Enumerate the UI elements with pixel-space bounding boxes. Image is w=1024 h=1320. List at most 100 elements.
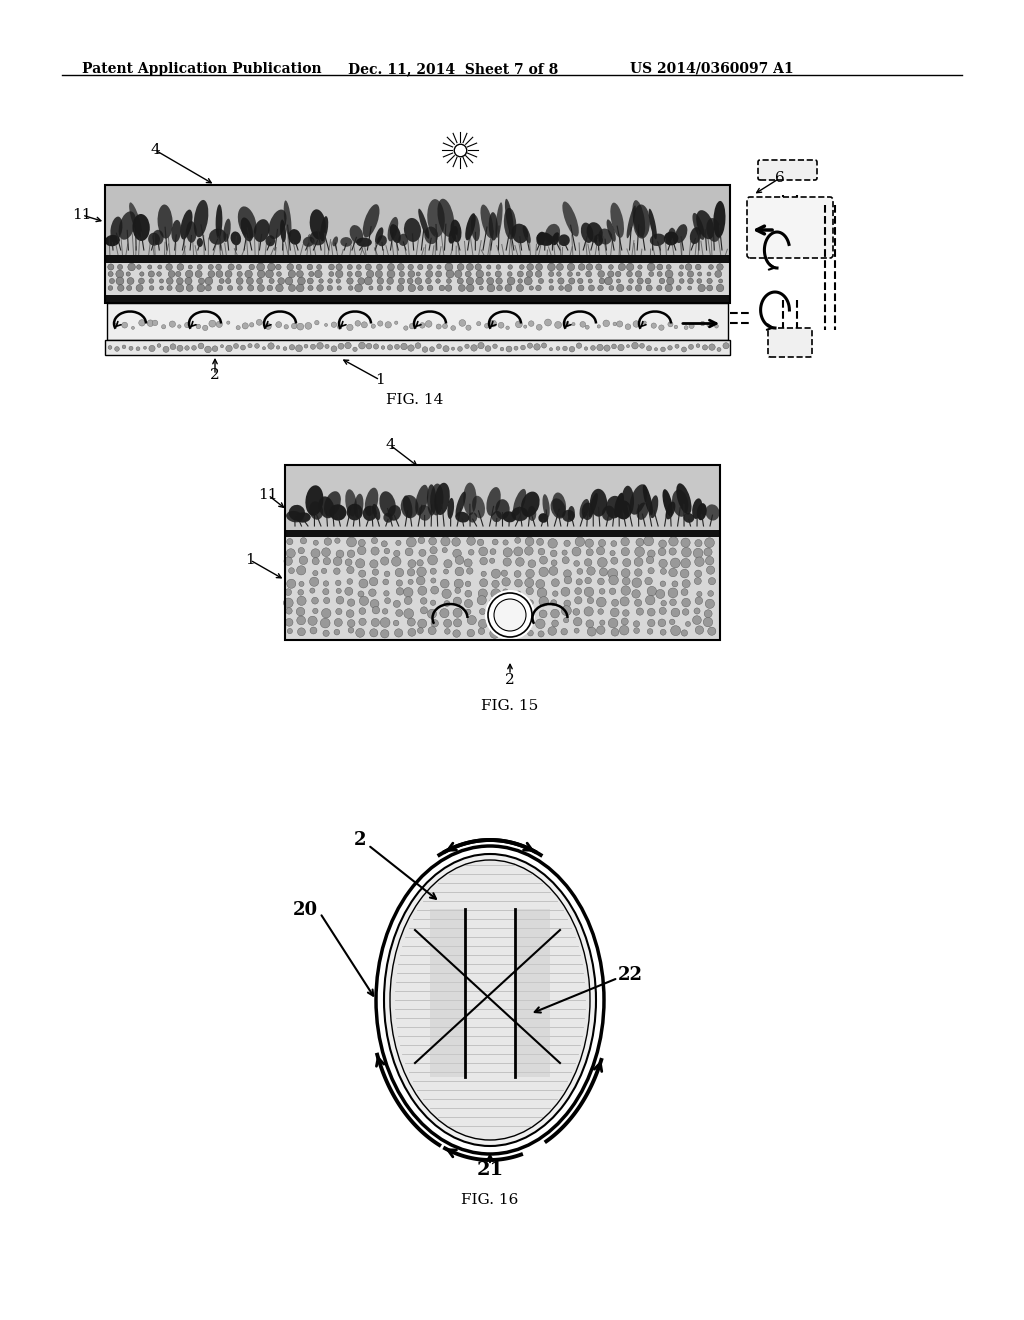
Circle shape <box>616 321 623 327</box>
Circle shape <box>138 319 145 326</box>
Circle shape <box>478 589 487 598</box>
Circle shape <box>671 558 680 568</box>
Circle shape <box>517 271 523 277</box>
Circle shape <box>347 619 355 627</box>
Ellipse shape <box>209 228 226 244</box>
Circle shape <box>297 616 305 624</box>
Circle shape <box>153 321 158 326</box>
Circle shape <box>408 560 416 568</box>
Circle shape <box>467 284 474 292</box>
Circle shape <box>446 271 454 279</box>
Circle shape <box>551 599 557 606</box>
Ellipse shape <box>706 504 720 520</box>
Circle shape <box>220 345 223 347</box>
Circle shape <box>324 557 331 565</box>
Circle shape <box>502 578 510 586</box>
Ellipse shape <box>148 232 160 246</box>
Circle shape <box>310 345 315 350</box>
Circle shape <box>503 540 508 545</box>
Circle shape <box>707 272 711 276</box>
Ellipse shape <box>284 201 292 238</box>
Circle shape <box>347 272 352 277</box>
Bar <box>105 185 730 255</box>
Circle shape <box>167 277 173 284</box>
Circle shape <box>267 263 275 271</box>
Circle shape <box>346 537 356 546</box>
Circle shape <box>516 601 521 606</box>
Circle shape <box>185 271 193 277</box>
Circle shape <box>328 279 333 284</box>
Circle shape <box>157 343 161 347</box>
Ellipse shape <box>340 238 352 247</box>
Circle shape <box>555 322 561 329</box>
Ellipse shape <box>521 491 540 517</box>
Circle shape <box>227 285 232 290</box>
Circle shape <box>365 277 373 285</box>
Circle shape <box>556 264 563 271</box>
Circle shape <box>166 264 172 271</box>
Circle shape <box>549 279 553 282</box>
Circle shape <box>334 619 342 627</box>
Circle shape <box>578 279 583 284</box>
Circle shape <box>289 568 295 574</box>
Circle shape <box>425 321 432 327</box>
Circle shape <box>506 346 512 352</box>
Circle shape <box>534 343 541 350</box>
Circle shape <box>465 581 471 586</box>
Circle shape <box>367 343 372 348</box>
Ellipse shape <box>513 488 526 516</box>
Circle shape <box>329 264 335 269</box>
Circle shape <box>284 598 293 607</box>
Circle shape <box>357 277 365 284</box>
Circle shape <box>454 597 462 606</box>
Circle shape <box>276 346 280 350</box>
Circle shape <box>387 277 393 284</box>
Circle shape <box>286 607 292 614</box>
Ellipse shape <box>254 219 269 242</box>
Circle shape <box>241 345 246 350</box>
Circle shape <box>715 325 719 329</box>
Circle shape <box>408 345 415 351</box>
Circle shape <box>191 346 197 350</box>
Circle shape <box>563 618 568 623</box>
Circle shape <box>325 323 328 326</box>
Ellipse shape <box>672 490 688 516</box>
Circle shape <box>393 601 400 607</box>
Ellipse shape <box>186 222 197 243</box>
Circle shape <box>442 548 447 553</box>
Circle shape <box>466 277 473 285</box>
Circle shape <box>311 597 318 605</box>
Circle shape <box>442 323 447 329</box>
Circle shape <box>647 550 655 557</box>
Ellipse shape <box>545 224 560 243</box>
Circle shape <box>403 609 414 619</box>
Circle shape <box>579 264 585 271</box>
Circle shape <box>176 284 183 292</box>
Ellipse shape <box>356 238 372 247</box>
Circle shape <box>421 598 427 605</box>
Circle shape <box>455 587 461 594</box>
Circle shape <box>382 609 388 614</box>
Circle shape <box>381 346 385 350</box>
Circle shape <box>723 343 729 348</box>
Circle shape <box>585 577 592 583</box>
Circle shape <box>696 591 702 597</box>
Circle shape <box>660 347 666 351</box>
Circle shape <box>574 597 582 605</box>
Circle shape <box>307 279 313 284</box>
Circle shape <box>335 539 340 544</box>
Circle shape <box>493 345 498 348</box>
Circle shape <box>659 279 665 284</box>
Circle shape <box>492 569 501 578</box>
Circle shape <box>353 347 357 351</box>
Circle shape <box>355 628 365 638</box>
Circle shape <box>538 587 547 598</box>
Circle shape <box>233 343 239 348</box>
Circle shape <box>245 271 252 277</box>
Ellipse shape <box>415 484 428 515</box>
Text: 21: 21 <box>476 1162 504 1179</box>
Circle shape <box>467 630 474 636</box>
Circle shape <box>477 539 483 545</box>
Circle shape <box>316 342 324 350</box>
Circle shape <box>292 323 297 329</box>
